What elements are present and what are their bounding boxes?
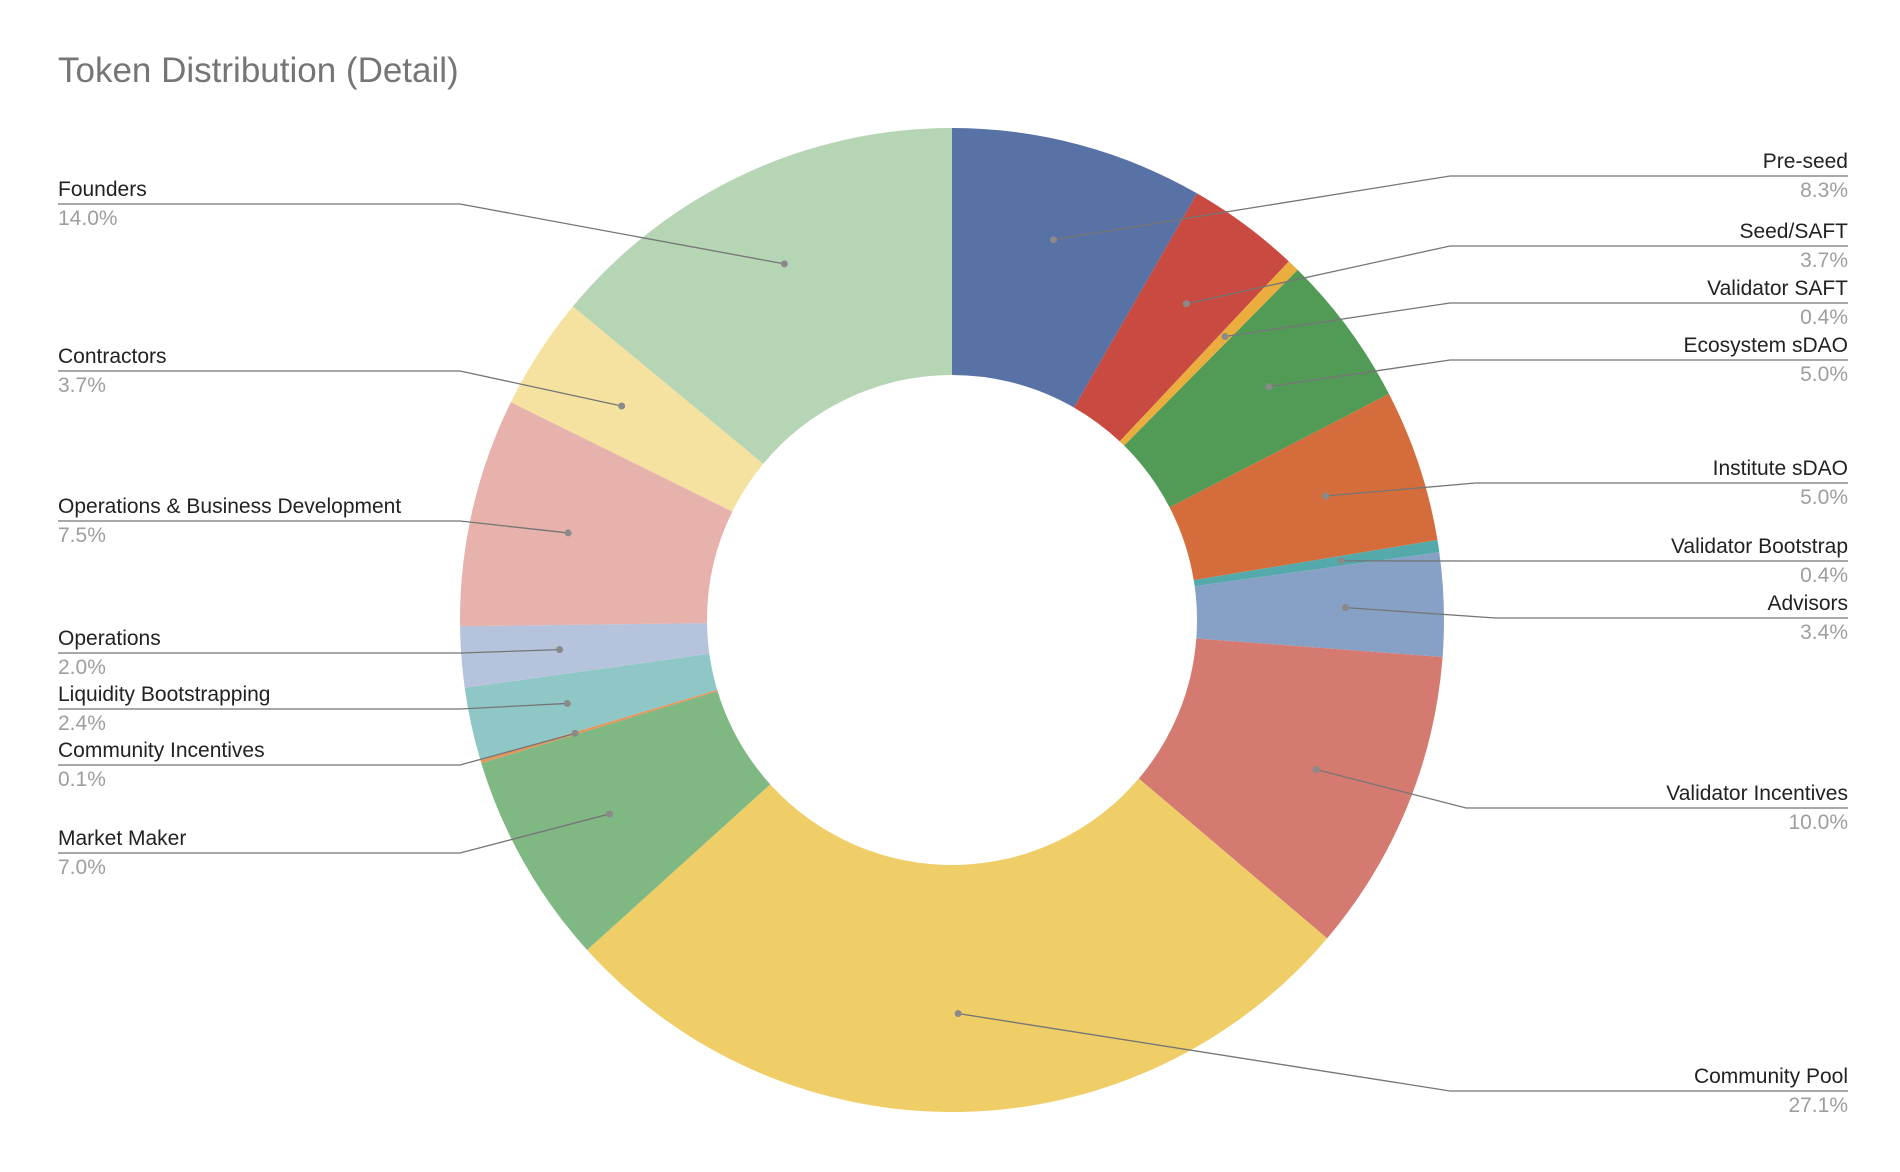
label-contractors: Contractors	[58, 345, 167, 368]
leader-dot-contractors	[618, 402, 626, 410]
leader-dot-validator-saft	[1221, 332, 1229, 340]
leader-community-pool	[958, 1012, 1848, 1092]
slice-operations	[460, 623, 710, 688]
label-founders: Founders	[58, 178, 147, 201]
label-validator-bootstrap: Validator Bootstrap	[1671, 535, 1848, 558]
slice-pre-seed	[952, 128, 1198, 408]
slice-ecosystem-sdao	[1124, 269, 1389, 508]
label-pre-seed: Pre-seed	[1763, 150, 1848, 173]
leader-dot-community-pool	[954, 1010, 962, 1018]
value-label-validator-saft: 0.4%	[1800, 306, 1848, 329]
slice-contractors	[510, 306, 764, 512]
leader-ecosystem-sdao	[1268, 359, 1848, 388]
slice-seed-saft	[1074, 193, 1289, 442]
slice-labels: Pre-seed 8.3% Seed/SAFT 3.7% Validator SAFT 0…	[58, 150, 1848, 1117]
leader-dot-advisors	[1341, 604, 1349, 612]
label-ecosystem-sdao: Ecosystem sDAO	[1683, 334, 1848, 357]
leader-institute-sdao	[1325, 482, 1848, 497]
label-liquidity-bootstrapping: Liquidity Bootstrapping	[58, 683, 270, 706]
leader-liquidity-bootstrapping	[58, 702, 568, 710]
label-institute-sdao: Institute sDAO	[1713, 457, 1848, 480]
leader-market-maker	[58, 813, 610, 854]
value-label-seed-saft: 3.7%	[1800, 249, 1848, 272]
leader-advisors	[1345, 606, 1848, 619]
slice-validator-incentives	[1138, 638, 1443, 939]
leader-validator-saft	[1224, 302, 1848, 338]
label-operations-and-business-development: Operations & Business Development	[58, 495, 401, 518]
slice-advisors	[1194, 552, 1444, 658]
label-market-maker: Market Maker	[58, 827, 186, 850]
leader-seed-saft	[1186, 245, 1848, 305]
leader-dot-pre-seed	[1049, 236, 1057, 244]
value-label-advisors: 3.4%	[1800, 621, 1848, 644]
value-label-market-maker: 7.0%	[58, 856, 106, 879]
label-validator-incentives: Validator Incentives	[1666, 782, 1848, 805]
leader-community-incentives	[58, 732, 576, 766]
label-community-pool: Community Pool	[1694, 1065, 1848, 1088]
leader-lines	[58, 175, 1848, 1092]
leader-dot-validator-bootstrap	[1337, 557, 1345, 565]
leader-contractors	[58, 370, 622, 407]
label-advisors: Advisors	[1767, 592, 1848, 615]
slice-institute-sdao	[1169, 393, 1438, 581]
leader-operations-and-business-development	[58, 520, 569, 534]
leader-dot-seed-saft	[1182, 300, 1190, 308]
value-label-community-incentives: 0.1%	[58, 768, 106, 791]
value-label-ecosystem-sdao: 5.0%	[1800, 363, 1848, 386]
chart-title: Token Distribution (Detail)	[58, 51, 459, 90]
leader-founders	[58, 203, 785, 265]
leader-dot-liquidity-bootstrapping	[563, 699, 571, 707]
value-label-liquidity-bootstrapping: 2.4%	[58, 712, 106, 735]
label-community-incentives: Community Incentives	[58, 739, 265, 762]
donut-slices	[460, 128, 1444, 1112]
leader-dot-community-incentives	[571, 729, 579, 737]
value-label-founders: 14.0%	[58, 207, 118, 230]
value-label-validator-incentives: 10.0%	[1788, 811, 1848, 834]
value-label-contractors: 3.7%	[58, 374, 106, 397]
value-label-validator-bootstrap: 0.4%	[1800, 564, 1848, 587]
slice-validator-saft	[1119, 261, 1298, 446]
slice-community-pool	[587, 778, 1328, 1112]
leader-dot-founders	[780, 260, 788, 268]
slice-market-maker	[481, 691, 771, 950]
value-label-operations-and-business-development: 7.5%	[58, 524, 106, 547]
value-label-community-pool: 27.1%	[1788, 1094, 1848, 1117]
slice-community-incentives	[480, 689, 718, 764]
value-label-operations: 2.0%	[58, 656, 106, 679]
slice-validator-bootstrap	[1193, 539, 1440, 587]
leader-validator-incentives	[1315, 768, 1848, 809]
value-label-institute-sdao: 5.0%	[1800, 486, 1848, 509]
label-operations: Operations	[58, 627, 161, 650]
slice-operations-and-business-development	[460, 402, 733, 627]
leader-dot-ecosystem-sdao	[1265, 383, 1273, 391]
slice-liquidity-bootstrapping	[464, 653, 718, 761]
label-seed-saft: Seed/SAFT	[1739, 220, 1848, 243]
leader-dot-operations	[556, 646, 564, 654]
label-validator-saft: Validator SAFT	[1707, 277, 1848, 300]
leader-dot-market-maker	[605, 810, 613, 818]
value-label-pre-seed: 8.3%	[1800, 179, 1848, 202]
leader-dot-institute-sdao	[1322, 492, 1330, 500]
slice-founders	[572, 128, 952, 464]
leader-dot-validator-incentives	[1312, 765, 1320, 773]
leader-dot-operations-and-business-development	[564, 529, 572, 537]
leader-pre-seed	[1053, 175, 1848, 241]
leader-operations	[58, 648, 560, 654]
